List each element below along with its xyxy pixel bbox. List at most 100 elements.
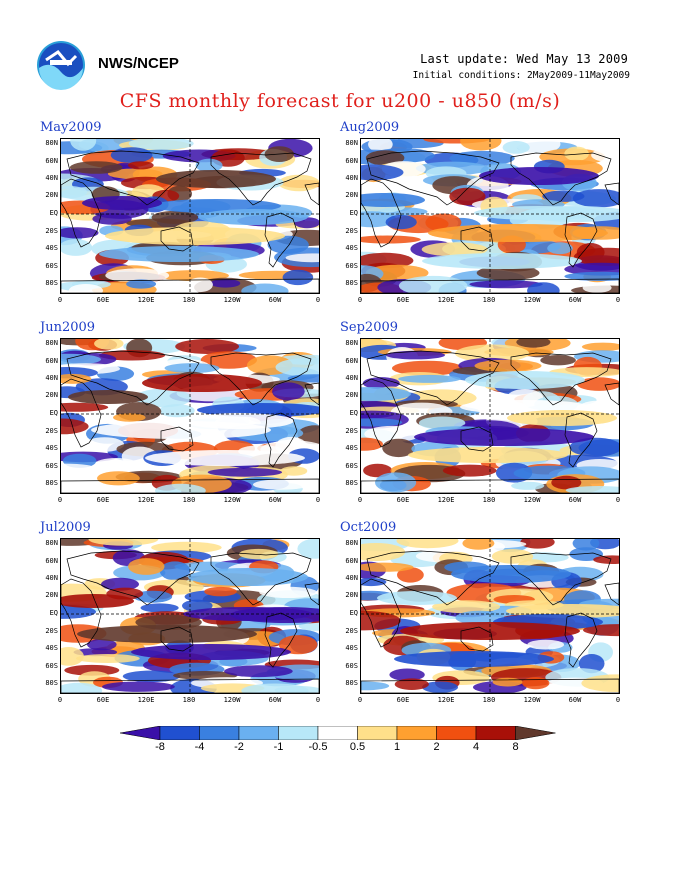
- lat-tick-label: 60S: [345, 662, 358, 670]
- lon-tick-label: 60E: [96, 296, 110, 304]
- panel-title: May2009: [40, 120, 102, 135]
- lat-tick-label: 40S: [345, 444, 358, 452]
- colorbar-label: -2: [234, 741, 244, 753]
- lat-tick-label: 60S: [345, 262, 358, 270]
- lon-tick-label: 0: [357, 296, 363, 304]
- lon-tick-label: 60W: [268, 696, 282, 704]
- lon-tick-label: 0: [615, 696, 621, 704]
- lat-tick-label: 20N: [45, 591, 58, 599]
- lat-tick-label: 20S: [45, 227, 58, 235]
- lat-tick-label: 40N: [45, 174, 58, 182]
- colorbar-label: 1: [393, 741, 401, 753]
- lat-tick-label: 40N: [45, 574, 58, 582]
- noaa-logo-icon: [37, 41, 85, 90]
- forecast-map: [60, 338, 320, 494]
- lat-tick-label: EQ: [49, 409, 58, 417]
- lon-tick-label: 60W: [268, 496, 282, 504]
- lon-tick-label: 120E: [137, 496, 155, 504]
- lat-tick-label: 80N: [45, 139, 58, 147]
- panel-title: Aug2009: [340, 120, 400, 135]
- lat-tick-label: 80N: [345, 539, 358, 547]
- colorbar-label: -0.5: [308, 741, 328, 753]
- colorbar-label: 8: [512, 741, 519, 753]
- lat-tick-label: 60S: [45, 462, 58, 470]
- lat-tick-label: 40N: [345, 574, 358, 582]
- last-update: Last update: Wed May 13 2009: [420, 52, 628, 66]
- lat-tick-label: 80N: [345, 339, 358, 347]
- lon-tick-label: 0: [315, 696, 321, 704]
- forecast-map: [360, 538, 620, 694]
- lat-tick-label: 40N: [45, 374, 58, 382]
- lon-tick-label: 60W: [268, 296, 282, 304]
- lat-tick-label: 80S: [45, 279, 58, 287]
- colorbar-label: -1: [273, 741, 284, 753]
- forecast-map: [60, 138, 320, 294]
- lat-tick-label: 20N: [345, 191, 358, 199]
- lon-tick-label: 0: [615, 296, 621, 304]
- lat-tick-label: 40S: [45, 244, 58, 252]
- lat-tick-label: 60N: [345, 557, 358, 565]
- lon-tick-label: 60E: [396, 696, 410, 704]
- lon-tick-label: 0: [57, 296, 63, 304]
- lat-tick-label: 40N: [345, 374, 358, 382]
- colorbar-label: -4: [194, 741, 205, 753]
- lon-tick-label: 120E: [437, 496, 455, 504]
- forecast-map: [360, 338, 620, 494]
- lon-tick-label: 0: [57, 496, 63, 504]
- lat-tick-label: 60N: [345, 357, 358, 365]
- lon-tick-label: 120E: [437, 296, 455, 304]
- lat-tick-label: 60S: [45, 262, 58, 270]
- lon-tick-label: 120E: [137, 296, 155, 304]
- colorbar-segment: [436, 726, 477, 740]
- forecast-map: [360, 138, 620, 294]
- lon-tick-label: 120W: [523, 496, 541, 504]
- colorbar-label: 4: [472, 741, 480, 753]
- lon-tick-label: 120E: [137, 696, 155, 704]
- lat-tick-label: EQ: [349, 209, 358, 217]
- lat-tick-label: 20S: [345, 627, 358, 635]
- colorbar-segment: [159, 726, 200, 740]
- lon-tick-label: 120W: [523, 696, 541, 704]
- lon-tick-label: 120W: [223, 296, 241, 304]
- lon-tick-label: 180: [482, 496, 496, 504]
- lon-tick-label: 180: [182, 496, 196, 504]
- lon-tick-label: 0: [357, 696, 363, 704]
- lat-tick-label: 40S: [45, 444, 58, 452]
- lat-tick-label: 40S: [345, 644, 358, 652]
- lat-tick-label: 40N: [345, 174, 358, 182]
- lon-tick-label: 60E: [96, 496, 110, 504]
- lat-tick-label: 80S: [45, 479, 58, 487]
- lon-tick-label: 120E: [437, 696, 455, 704]
- lat-tick-label: 20N: [45, 391, 58, 399]
- lat-tick-label: 60S: [345, 462, 358, 470]
- lon-tick-label: 180: [182, 296, 196, 304]
- lat-tick-label: EQ: [349, 409, 358, 417]
- lon-tick-label: 60E: [396, 496, 410, 504]
- lon-tick-label: 180: [182, 696, 196, 704]
- colorbar-segment: [278, 726, 319, 740]
- lon-tick-label: 0: [315, 296, 321, 304]
- initial-conditions: Initial conditions: 2May2009-11May2009: [412, 70, 630, 81]
- lat-tick-label: 40S: [45, 644, 58, 652]
- panel-title: Oct2009: [340, 520, 397, 535]
- colorbar-label: 2: [433, 741, 440, 753]
- colorbar-segment: [199, 726, 240, 740]
- lat-tick-label: 80S: [345, 279, 358, 287]
- forecast-panel: May2009 80N 60N 40N 20N EQ 20S 40S 60S 80S 0 60E 120…: [38, 120, 338, 317]
- page-title: CFS monthly forecast for u200 - u850 (m/…: [119, 90, 561, 112]
- lat-tick-label: 60N: [45, 357, 58, 365]
- colorbar-segment: [515, 726, 556, 740]
- forecast-panel: Oct2009 80N 60N 40N 20N EQ 20S 40S 60S 80S 0 60E 120…: [338, 520, 638, 717]
- colorbar-segment: [120, 726, 161, 740]
- lon-tick-label: 120W: [223, 696, 241, 704]
- lon-tick-label: 60E: [396, 296, 410, 304]
- lon-tick-label: 0: [615, 496, 621, 504]
- colorbar-label: -8: [155, 741, 165, 753]
- lat-tick-label: 60N: [45, 557, 58, 565]
- lat-tick-label: 80N: [345, 139, 358, 147]
- panel-title: Sep2009: [340, 320, 399, 335]
- lat-tick-label: 80S: [345, 479, 358, 487]
- lon-tick-label: 180: [482, 296, 496, 304]
- lat-tick-label: 20S: [345, 227, 358, 235]
- lat-tick-label: 60S: [45, 662, 58, 670]
